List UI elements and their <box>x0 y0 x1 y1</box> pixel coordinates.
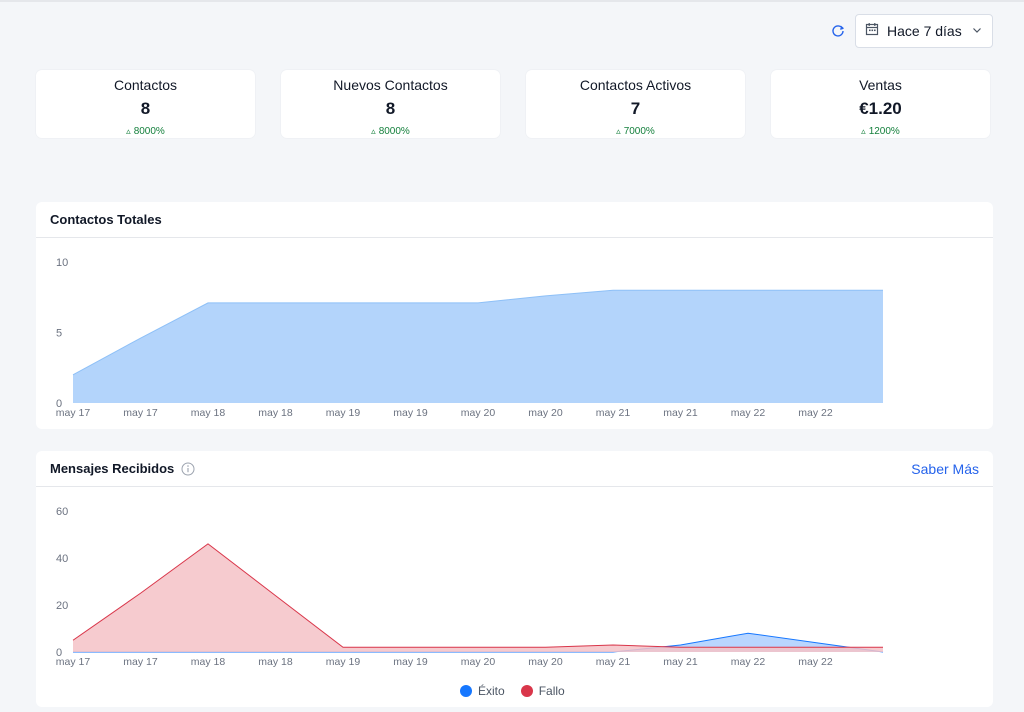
legend-item-fallo[interactable]: Fallo <box>520 684 565 698</box>
stat-title: Nuevos Contactos <box>333 77 448 93</box>
contactos-totales-chart: 0 5 10 may 17 may 17 may 18 may 18 may 19 may 19… <box>56 257 883 419</box>
y-tick-label: 0 <box>56 647 62 659</box>
stat-value: 7 <box>630 99 641 118</box>
x-tick-label: may 20 <box>461 656 496 668</box>
info-icon[interactable] <box>181 462 195 476</box>
stat-change-value: 7000% <box>623 126 655 137</box>
stat-value: €1.20 <box>859 99 902 118</box>
stat-title: Contactos Activos <box>579 77 692 93</box>
date-range-label: Hace 7 días <box>887 23 962 39</box>
panel-title: Mensajes Recibidos <box>50 461 175 476</box>
stat-value: 8 <box>385 99 396 118</box>
x-tick-label: may 18 <box>191 656 226 668</box>
y-tick-label: 10 <box>56 257 68 269</box>
x-tick-label: may 22 <box>798 656 833 668</box>
saber-mas-link[interactable]: Saber Más <box>911 460 979 477</box>
contactos-totales-panel: Contactos Totales 0 5 10 may 17 may 17 may 18… <box>36 202 993 429</box>
x-tick-label: may 17 <box>123 407 158 419</box>
x-tick-label: may 21 <box>663 656 698 668</box>
x-tick-label: may 18 <box>258 656 293 668</box>
stat-change: ▵ 1200% <box>771 125 990 138</box>
x-tick-label: may 21 <box>596 407 631 419</box>
panel-title: Contactos Totales <box>50 212 162 227</box>
stats-row: Contactos 8 ▵ 8000% Nuevos Contactos 8 ▵ 8… <box>36 70 990 138</box>
top-border <box>0 0 1024 2</box>
stat-change-value: 8000% <box>378 126 410 137</box>
mensajes-recibidos-chart: 0 20 40 60 may 17 may 17 may 18 may 18 may 19 may… <box>56 506 884 668</box>
stat-change: ▵ 7000% <box>526 125 745 138</box>
x-tick-label: may 19 <box>393 656 428 668</box>
stat-change-value: 8000% <box>133 126 165 137</box>
x-tick-label: may 20 <box>528 407 563 419</box>
series-area-2 <box>73 543 883 652</box>
legend-label: Fallo <box>538 684 565 698</box>
x-tick-label: may 20 <box>461 407 496 419</box>
x-tick-label: may 20 <box>528 656 563 668</box>
x-tick-label: may 17 <box>56 407 91 419</box>
refresh-icon[interactable] <box>829 22 847 40</box>
stat-title: Contactos <box>113 77 178 93</box>
date-range-select[interactable]: Hace 7 días <box>855 14 993 48</box>
series-line-1 <box>72 289 883 376</box>
trend-up-icon: ▵ <box>126 126 131 136</box>
stat-card-nuevos-contactos: Nuevos Contactos 8 ▵ 8000% <box>281 70 500 138</box>
x-tick-label: may 22 <box>731 656 766 668</box>
x-tick-label: may 21 <box>663 407 698 419</box>
x-tick-label: may 22 <box>798 407 833 419</box>
y-tick-label: 60 <box>56 506 68 518</box>
legend-swatch <box>520 685 533 697</box>
x-tick-label: may 22 <box>731 407 766 419</box>
trend-up-icon: ▵ <box>616 126 621 136</box>
legend-swatch <box>460 685 472 697</box>
stat-change: ▵ 8000% <box>281 125 500 138</box>
y-tick-label: 5 <box>56 328 62 340</box>
series-area-1 <box>73 290 883 403</box>
x-tick-label: may 19 <box>326 656 361 668</box>
trend-up-icon: ▵ <box>861 126 866 136</box>
chart-legend: Éxito Fallo <box>460 684 565 698</box>
trend-up-icon: ▵ <box>371 126 376 136</box>
series-line-2 <box>72 543 883 648</box>
toolbar: Hace 7 días <box>829 14 993 48</box>
panel-header: Mensajes Recibidos Saber Más <box>36 451 993 487</box>
mensajes-recibidos-panel: Mensajes Recibidos Saber Más 0 20 40 60 may … <box>36 451 993 707</box>
stat-change-value: 1200% <box>868 126 900 137</box>
stat-card-contactos-activos: Contactos Activos 7 ▵ 7000% <box>526 70 745 138</box>
stat-card-contactos: Contactos 8 ▵ 8000% <box>36 70 255 138</box>
x-tick-label: may 19 <box>326 407 361 419</box>
panel-header: Contactos Totales <box>36 202 993 238</box>
y-tick-label: 0 <box>56 398 62 410</box>
x-tick-label: may 21 <box>596 656 631 668</box>
stat-title: Ventas <box>859 77 902 93</box>
x-tick-label: may 19 <box>393 407 428 419</box>
stat-value: 8 <box>140 99 151 118</box>
y-tick-label: 40 <box>56 553 68 565</box>
stat-card-ventas: Ventas €1.20 ▵ 1200% <box>771 70 990 138</box>
stat-change: ▵ 8000% <box>36 125 255 138</box>
legend-label: Éxito <box>478 684 505 698</box>
x-tick-label: may 18 <box>191 407 226 419</box>
calendar-icon <box>865 22 879 41</box>
x-tick-label: may 18 <box>258 407 293 419</box>
y-tick-label: 20 <box>56 600 68 612</box>
x-tick-label: may 17 <box>56 656 91 668</box>
legend-item-exito[interactable]: Éxito <box>460 684 505 698</box>
x-tick-label: may 17 <box>123 656 158 668</box>
chevron-down-icon <box>972 22 982 40</box>
